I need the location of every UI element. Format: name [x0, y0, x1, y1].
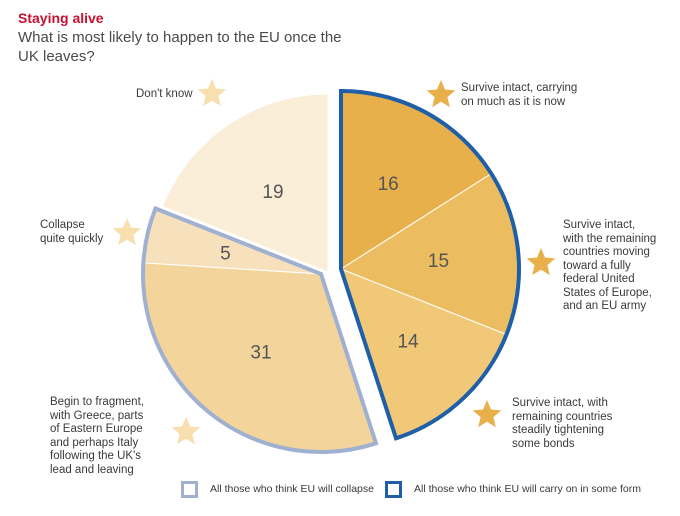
- legend-label-collapse: All those who think EU will collapse: [210, 483, 374, 495]
- category-label: Survive intact, with remaining countries s…: [512, 397, 613, 450]
- star-icon: [526, 248, 556, 276]
- group-outline-collapse: [141, 205, 379, 454]
- legend-swatch-carry-on: [385, 481, 402, 498]
- star-icon: [112, 218, 142, 246]
- star-icon: [472, 400, 502, 428]
- legend-swatch-collapse: [181, 481, 198, 498]
- chart-title: Staying alive: [18, 10, 104, 26]
- category-label: Begin to fragment, with Greece, parts of E…: [50, 396, 144, 476]
- category-label: Survive intact, with the remaining countri…: [563, 219, 657, 312]
- star-icon: [426, 80, 456, 108]
- slice-value-label: 19: [262, 182, 283, 203]
- chart-subtitle: What is most likely to happen to the EU …: [18, 29, 342, 65]
- slice-value-label: 16: [378, 174, 399, 195]
- group-outline-carry-on: [339, 88, 521, 441]
- category-label: Don't know: [136, 88, 193, 100]
- star-icon: [171, 417, 201, 445]
- category-label: Collapse quite quickly: [40, 219, 104, 245]
- category-label: Survive intact, carrying on much as it is…: [461, 82, 578, 108]
- slice-value-label: 5: [220, 244, 231, 265]
- slice-value-label: 15: [428, 251, 449, 272]
- star-icon: [197, 79, 227, 107]
- slice-value-label: 31: [250, 342, 271, 363]
- slice-value-label: 14: [397, 331, 419, 352]
- pie-slice: [161, 93, 329, 273]
- legend-label-carry-on: All those who think EU will carry on in …: [414, 483, 641, 495]
